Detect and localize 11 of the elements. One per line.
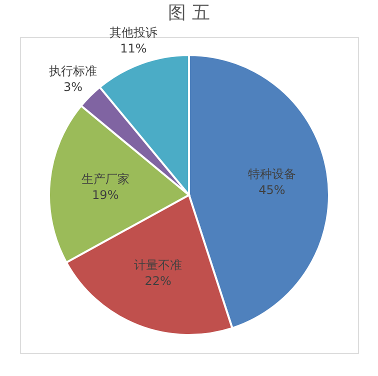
- data-label: 45%: [258, 182, 286, 197]
- slice-label: 生产厂家: [81, 172, 130, 186]
- slice-label: 其他投诉: [109, 26, 158, 40]
- data-label: 11%: [120, 42, 147, 56]
- data-label: 22%: [144, 274, 172, 288]
- data-label: 19%: [92, 188, 119, 202]
- data-label: 3%: [64, 80, 83, 94]
- slice-label: 计量不准: [134, 258, 182, 272]
- slice-label: 执行标准: [49, 64, 98, 78]
- slice-label: 特种设备: [248, 166, 296, 181]
- chart-title: 图 五: [168, 2, 210, 24]
